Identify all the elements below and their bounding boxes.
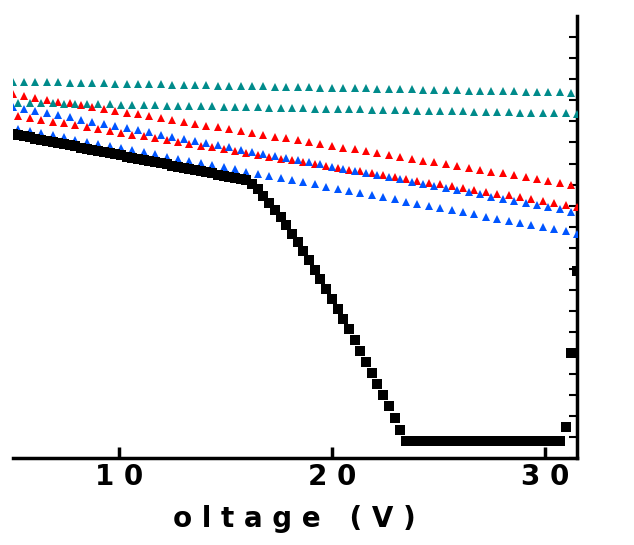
- X-axis label: o l t a g e   ( V ): o l t a g e ( V ): [174, 505, 416, 532]
